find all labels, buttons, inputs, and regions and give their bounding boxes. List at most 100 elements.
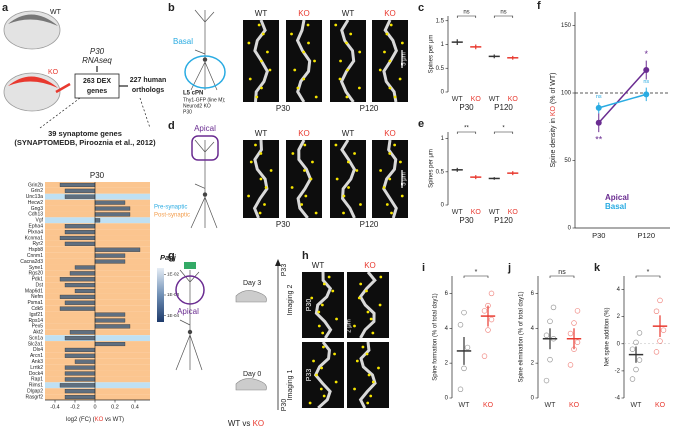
gene-label: Hspb8 — [29, 247, 44, 253]
panel-letter: k — [594, 262, 601, 274]
bracket — [456, 131, 477, 134]
label: log2 (FC) (KO vs WT) — [66, 417, 124, 423]
row-band — [45, 293, 150, 300]
spine — [388, 86, 392, 90]
bar — [74, 359, 96, 364]
gene-label: Grin2 — [31, 188, 43, 194]
bracket — [635, 275, 661, 278]
spine — [335, 177, 339, 181]
point — [461, 365, 467, 372]
spine — [258, 211, 262, 215]
spine — [399, 160, 402, 164]
row-band — [45, 182, 150, 188]
panel-letter: f — [537, 0, 541, 12]
x-tick-label: P120 — [637, 231, 655, 240]
spine — [317, 324, 321, 328]
spine — [334, 23, 338, 27]
point — [485, 327, 491, 333]
gene-label: Slc2a1 — [28, 341, 44, 347]
label: Neurod2 KO — [183, 103, 211, 109]
spine — [377, 366, 380, 370]
label: P30 — [90, 47, 105, 56]
x-tick-label: WT — [489, 209, 501, 216]
gene-label: Dst — [36, 282, 44, 288]
x-tick-label: WT — [452, 209, 464, 216]
point — [574, 339, 581, 345]
colorbar-label: 1E-02 — [167, 271, 180, 276]
bar — [59, 182, 96, 187]
label-part: vs WT) — [103, 417, 124, 423]
spine — [312, 359, 315, 363]
bar — [64, 224, 96, 229]
point — [636, 330, 643, 336]
spine — [385, 203, 389, 206]
panel-letter: h — [302, 250, 309, 262]
spine — [322, 345, 325, 349]
row-band — [45, 193, 150, 200]
spine — [353, 324, 356, 328]
neuron — [190, 139, 218, 229]
bar — [69, 271, 96, 276]
panel-letter: b — [168, 2, 175, 14]
micrograph — [286, 20, 322, 102]
label: Imaging 2 — [287, 285, 294, 316]
spine — [259, 177, 263, 181]
label: RNAseq — [82, 56, 112, 65]
spine — [393, 143, 397, 147]
group-label: P30 — [459, 103, 474, 112]
spine — [357, 296, 361, 300]
bar — [64, 230, 96, 235]
point — [461, 309, 467, 316]
label: P30 — [90, 171, 105, 180]
bar — [64, 389, 96, 394]
micrograph — [330, 20, 366, 102]
significance: * — [475, 269, 478, 276]
legend-label: Pre-synaptic — [154, 205, 187, 211]
spine — [346, 160, 350, 164]
row-band — [45, 282, 150, 289]
legend-label: Post-synaptic — [154, 213, 190, 219]
row-band — [45, 346, 150, 353]
point — [636, 357, 643, 363]
label: P30 — [183, 109, 192, 115]
y-label: Net spine addition (%) — [605, 307, 611, 366]
gene-label: Dlx4 — [33, 347, 43, 353]
x-tick-label: 0.4 — [131, 404, 139, 410]
spine — [338, 77, 342, 81]
column-label: KO — [384, 129, 396, 138]
gene-label: Ank3 — [32, 359, 44, 365]
y-label: Spine formation (% of total day1) — [433, 293, 439, 380]
line — [598, 69, 647, 124]
point — [543, 377, 550, 384]
arrow — [55, 82, 71, 94]
row-band — [45, 388, 150, 395]
significance: * — [502, 126, 505, 132]
spine — [257, 23, 261, 27]
spine — [361, 345, 365, 349]
spine — [291, 152, 295, 155]
significance: * — [647, 269, 650, 276]
bar — [74, 288, 96, 294]
spine — [259, 152, 263, 155]
spine — [334, 143, 338, 147]
spine — [293, 68, 297, 72]
x-tick-label: WT — [545, 402, 557, 409]
bar — [64, 365, 96, 370]
gene-label: Ryr2 — [32, 241, 43, 247]
spine — [249, 160, 253, 164]
micrograph — [302, 342, 344, 408]
spine — [306, 23, 310, 27]
y-tick-label: 1.5 — [436, 18, 445, 24]
colorbar-title: Padj — [160, 253, 177, 262]
spine — [334, 380, 338, 384]
bracket — [463, 275, 489, 278]
bar — [64, 241, 96, 246]
spine — [347, 186, 350, 189]
spine — [388, 177, 392, 181]
y-tick-label: 100 — [561, 91, 572, 97]
bar — [94, 312, 126, 317]
y-tick-label: 4 — [445, 326, 449, 332]
label: KO — [48, 69, 59, 76]
row-band — [45, 352, 150, 359]
bar — [94, 324, 131, 329]
